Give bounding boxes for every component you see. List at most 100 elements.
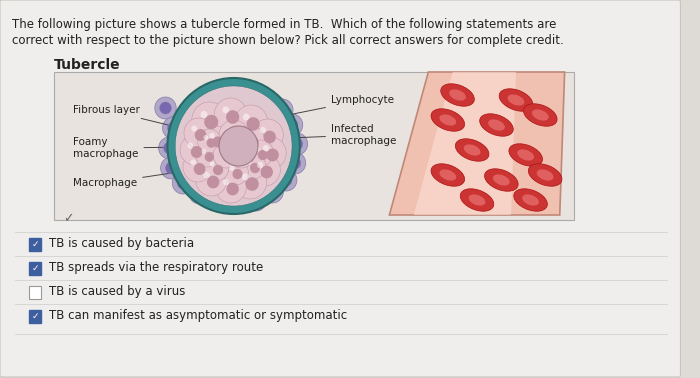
Text: ✓: ✓ [32,263,38,273]
Circle shape [191,97,202,109]
Circle shape [220,149,225,154]
Circle shape [284,152,306,174]
Circle shape [226,110,239,124]
Circle shape [235,149,240,154]
Circle shape [250,163,260,173]
Ellipse shape [480,114,513,136]
Circle shape [260,166,273,178]
Circle shape [249,102,261,114]
Ellipse shape [499,89,533,111]
Circle shape [252,119,284,151]
Circle shape [186,164,197,176]
Text: ✓: ✓ [63,212,74,225]
Circle shape [226,96,237,108]
Circle shape [234,165,267,199]
Ellipse shape [440,169,456,181]
Circle shape [191,125,197,132]
Circle shape [247,160,252,165]
Circle shape [232,169,243,179]
Circle shape [197,129,221,153]
Circle shape [160,102,172,114]
Circle shape [204,152,214,162]
Circle shape [256,89,277,111]
Circle shape [206,138,216,148]
Circle shape [226,186,237,198]
Circle shape [223,159,248,185]
Text: TB is caused by a virus: TB is caused by a virus [49,285,185,299]
Circle shape [245,189,267,211]
Circle shape [237,126,265,154]
Circle shape [190,160,196,166]
Circle shape [262,113,284,135]
Circle shape [204,135,208,140]
Circle shape [204,182,215,194]
Circle shape [221,91,242,113]
Circle shape [183,152,212,182]
Circle shape [230,131,242,143]
Ellipse shape [463,144,480,156]
Text: Foamy
macrophage: Foamy macrophage [73,137,194,159]
Circle shape [214,142,239,168]
Circle shape [214,98,247,132]
Circle shape [180,135,209,165]
Circle shape [286,133,307,155]
Text: TB can manifest as asymptomatic or symptomatic: TB can manifest as asymptomatic or sympt… [49,310,346,322]
Circle shape [262,181,284,203]
Circle shape [281,114,303,136]
Circle shape [223,107,229,113]
Circle shape [266,137,287,159]
Polygon shape [389,72,565,215]
Ellipse shape [514,189,547,211]
Circle shape [196,143,219,167]
Circle shape [182,112,194,124]
Circle shape [249,182,261,194]
Ellipse shape [431,109,465,131]
Ellipse shape [488,119,505,131]
Circle shape [291,138,303,150]
Circle shape [196,164,227,196]
Circle shape [258,150,268,160]
Circle shape [210,161,215,167]
Polygon shape [414,72,516,215]
Circle shape [209,133,215,139]
Circle shape [202,149,206,154]
Circle shape [230,166,235,171]
Circle shape [188,143,193,149]
Circle shape [257,162,263,169]
Circle shape [215,171,246,203]
Circle shape [204,115,218,129]
Circle shape [211,194,223,206]
Circle shape [204,155,229,181]
Circle shape [206,189,228,211]
Ellipse shape [455,139,489,161]
Ellipse shape [508,94,524,105]
Circle shape [260,127,266,133]
Circle shape [207,176,219,188]
Circle shape [223,152,233,162]
Circle shape [242,174,248,180]
Circle shape [289,157,301,169]
Ellipse shape [460,189,494,211]
Circle shape [162,117,184,139]
Circle shape [219,126,258,166]
Circle shape [244,97,266,119]
Circle shape [255,147,260,152]
Circle shape [221,181,242,203]
Ellipse shape [440,115,456,125]
Ellipse shape [493,174,510,186]
Circle shape [244,89,256,101]
Circle shape [184,118,213,148]
Circle shape [159,137,180,159]
Circle shape [197,97,219,119]
Circle shape [191,146,202,158]
Circle shape [226,127,232,133]
Circle shape [266,149,279,161]
Circle shape [263,131,276,143]
Circle shape [177,177,189,189]
Circle shape [182,142,194,154]
Circle shape [177,137,199,159]
Ellipse shape [528,164,562,186]
Circle shape [234,105,267,139]
Circle shape [186,92,207,114]
Circle shape [248,136,258,147]
